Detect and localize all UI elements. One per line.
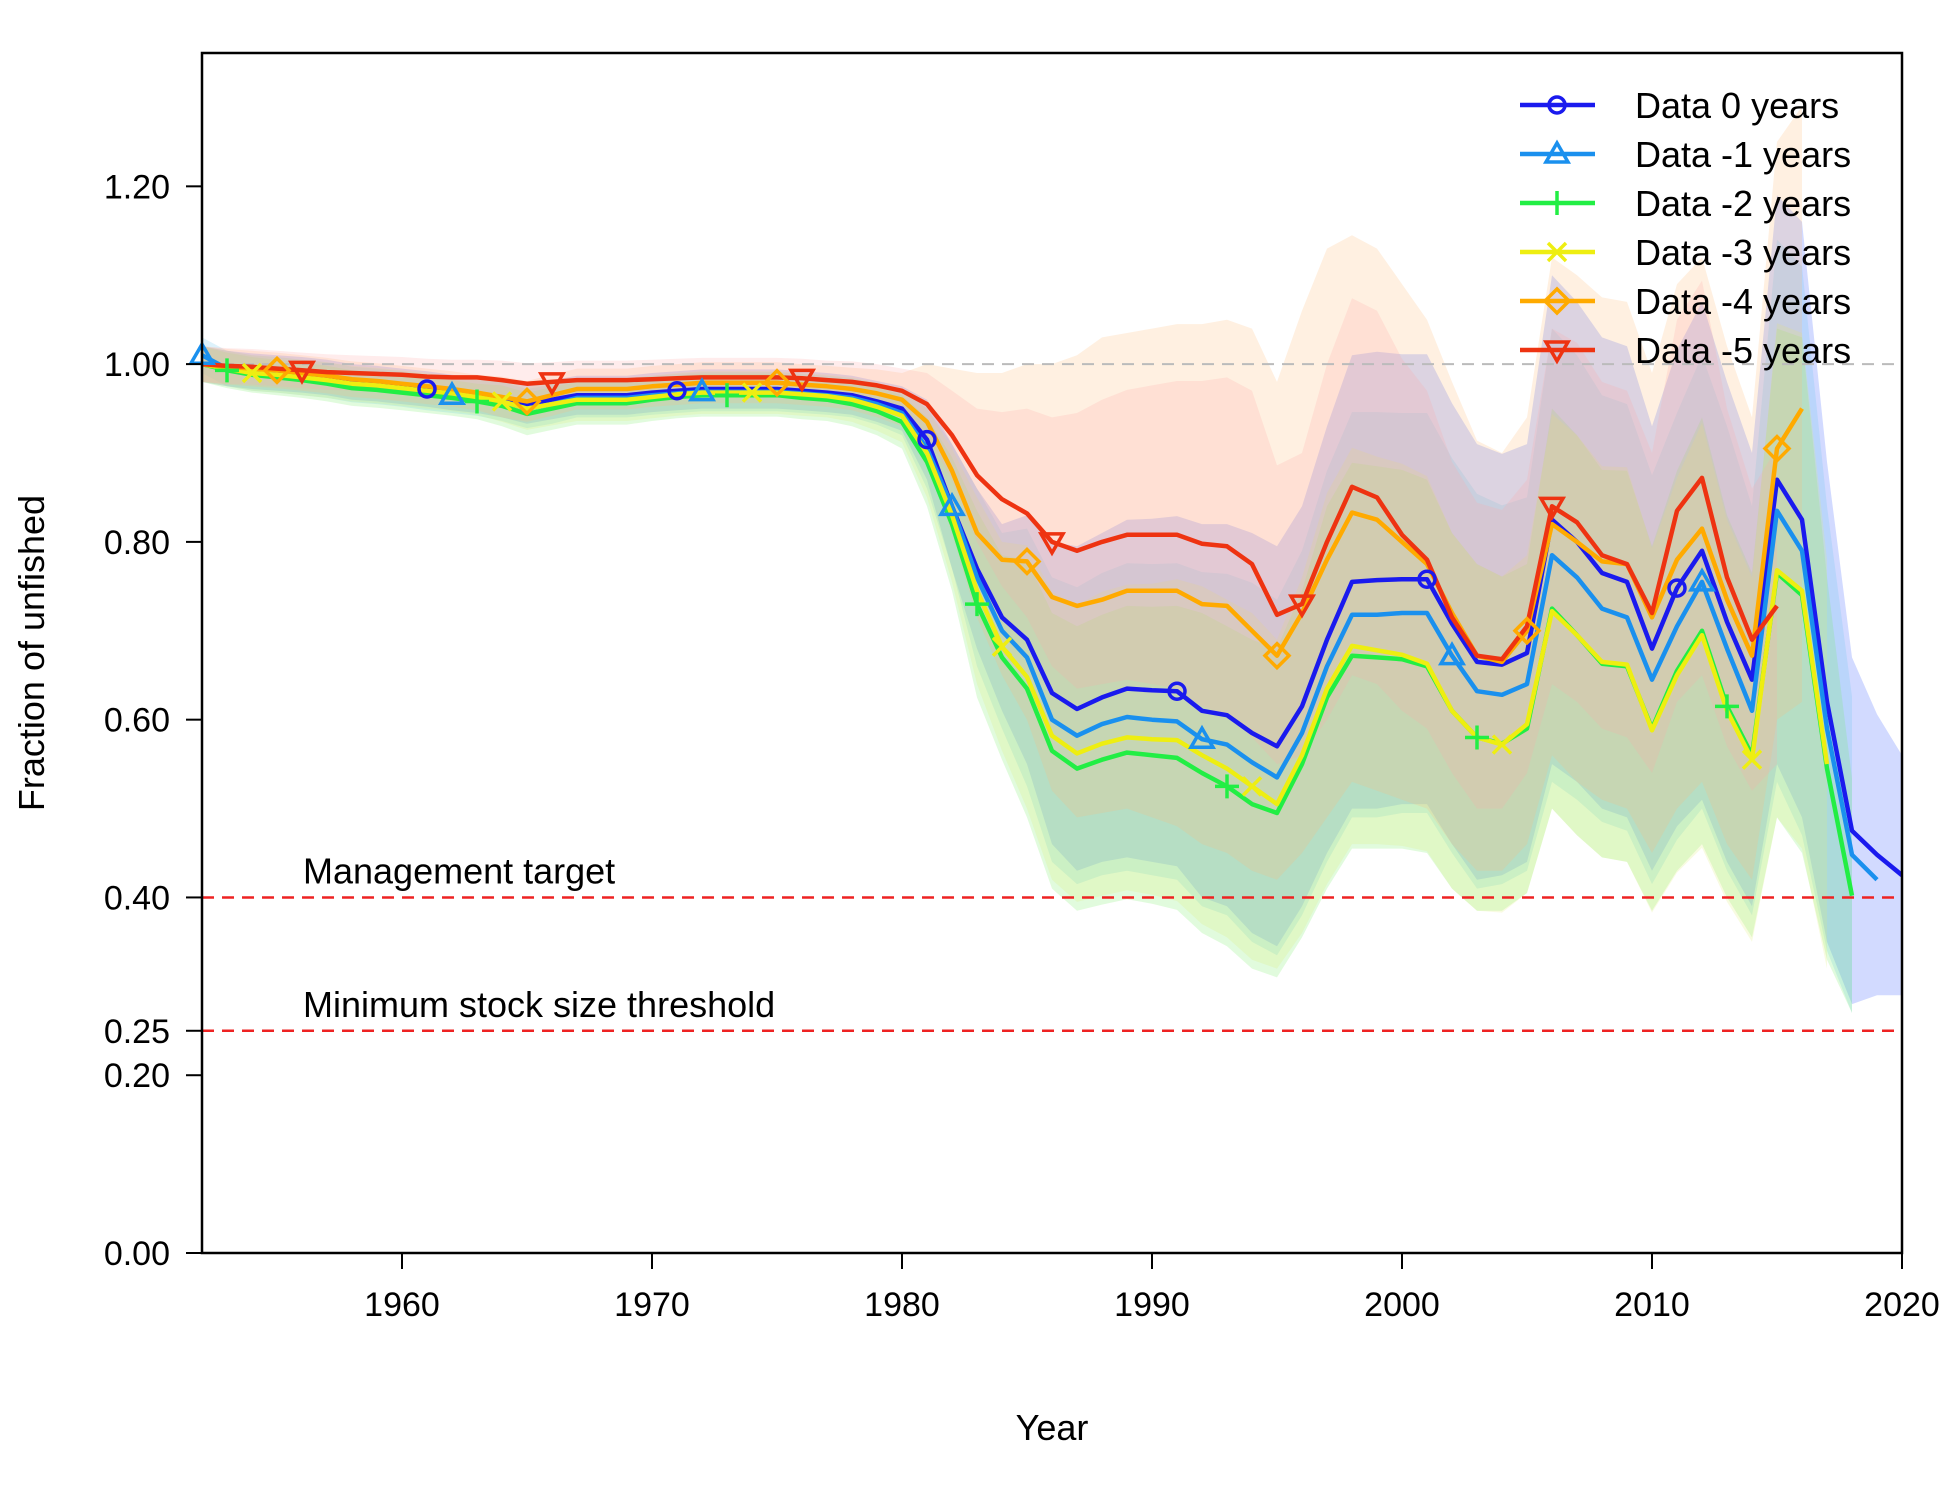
marker-series-2-1953 xyxy=(215,358,239,383)
marker-series-3-1984 xyxy=(991,636,1013,658)
marker-series-3-2014 xyxy=(1741,749,1763,770)
marker-series-3-1964 xyxy=(491,391,513,412)
marker-series-5-1996 xyxy=(1287,594,1317,619)
marker-series-5-2006 xyxy=(1537,496,1567,521)
legend-label-5: Data -5 years xyxy=(1635,330,1851,371)
marker-series-0-1981 xyxy=(917,429,937,450)
marker-series-4-1975 xyxy=(762,368,792,398)
legend-item-2: Data -2 years xyxy=(1520,183,1851,224)
marker-series-2-1993 xyxy=(1215,774,1239,799)
y-tick-label-0: 0.00 xyxy=(104,1235,170,1273)
marker-series-4-2015 xyxy=(1762,434,1792,464)
marker-series-1-1962 xyxy=(437,380,467,405)
legend-marker-5 xyxy=(1542,340,1572,365)
y-tick-label-1: 0.20 xyxy=(104,1057,170,1095)
marker-series-1-2002 xyxy=(1437,641,1467,666)
x-tick-label-1970: 1970 xyxy=(614,1286,690,1324)
y-axis: 0.00 0.20 0.25 0.40 0.60 0.80 1.00 1.20 xyxy=(104,168,202,1273)
legend-marker-4 xyxy=(1542,286,1572,316)
x-tick-label-2010: 2010 xyxy=(1614,1286,1690,1324)
marker-series-0-1961 xyxy=(417,379,437,399)
marker-series-1-2012 xyxy=(1687,567,1717,592)
legend: Data 0 years Data -1 years Data -2 years Da… xyxy=(1520,85,1851,371)
marker-series-4-1995 xyxy=(1262,641,1292,671)
marker-series-2-2013 xyxy=(1715,694,1739,719)
y-tick-label-6: 1.00 xyxy=(104,346,170,384)
legend-label-1: Data -1 years xyxy=(1635,134,1851,175)
marker-series-5-1986 xyxy=(1037,532,1067,557)
marker-series-3-1954 xyxy=(241,362,263,384)
marker-series-2-1973 xyxy=(715,383,739,408)
legend-label-3: Data -3 years xyxy=(1635,232,1851,273)
legend-marker-0 xyxy=(1547,95,1567,115)
band-series-1 xyxy=(202,239,1852,1013)
y-tick-label-5: 0.80 xyxy=(104,524,170,562)
marker-series-4-1965 xyxy=(512,386,542,416)
marker-series-5-1976 xyxy=(787,368,817,393)
marker-series-4-1985 xyxy=(1012,546,1042,576)
marker-series-0-2001 xyxy=(1417,569,1437,589)
reference-label-2: Minimum stock size threshold xyxy=(303,984,775,1025)
legend-item-5: Data -5 years xyxy=(1520,330,1851,371)
legend-item-4: Data -4 years xyxy=(1520,281,1851,322)
marker-series-0-1971 xyxy=(667,381,687,401)
legend-label-0: Data 0 years xyxy=(1635,85,1839,126)
marker-series-3-1994 xyxy=(1241,776,1263,797)
band-series-2 xyxy=(202,328,1852,1014)
marker-series-0-2011 xyxy=(1667,578,1687,598)
marker-series-2-1963 xyxy=(465,389,489,414)
line-series-5 xyxy=(202,361,1779,662)
marker-series-3-1974 xyxy=(741,382,763,403)
band-series-4 xyxy=(202,106,1802,880)
legend-label-4: Data -4 years xyxy=(1635,281,1851,322)
reference-label-1: Management target xyxy=(303,850,615,891)
marker-series-1-1992 xyxy=(1187,724,1217,749)
legend-marker-3 xyxy=(1546,241,1568,263)
marker-series-3-2004 xyxy=(1491,734,1513,755)
legend-marker-1 xyxy=(1542,139,1572,164)
legend-label-2: Data -2 years xyxy=(1635,183,1851,224)
legend-item-3: Data -3 years xyxy=(1520,232,1851,273)
marker-series-5-1956 xyxy=(287,360,317,385)
y-axis-title: Fraction of unfished xyxy=(11,495,52,811)
marker-series-4-1955 xyxy=(262,355,292,385)
reference-lines: Management target Minimum stock size thre… xyxy=(202,363,1902,1033)
legend-item-0: Data 0 years xyxy=(1520,85,1839,126)
marker-series-2-1983 xyxy=(965,592,989,617)
y-tick-label-7: 1.20 xyxy=(104,168,170,206)
marker-series-4-2005 xyxy=(1512,616,1542,646)
x-tick-label-1980: 1980 xyxy=(864,1286,940,1324)
marker-series-0-1991 xyxy=(1167,681,1187,701)
x-tick-label-2020: 2020 xyxy=(1864,1286,1940,1324)
x-tick-label-1990: 1990 xyxy=(1114,1286,1190,1324)
marker-series-2-2003 xyxy=(1465,725,1489,750)
y-tick-label-4: 0.60 xyxy=(104,702,170,740)
legend-item-1: Data -1 years xyxy=(1520,134,1851,175)
x-axis: 1960 1970 1980 1990 2000 2010 2020 xyxy=(202,1252,1940,1324)
x-axis-title: Year xyxy=(1016,1407,1089,1448)
x-tick-label-1960: 1960 xyxy=(364,1286,440,1324)
y-tick-label-3: 0.40 xyxy=(104,879,170,917)
marker-series-5-1966 xyxy=(537,372,567,397)
line-series-3 xyxy=(202,361,1830,807)
legend-marker-2 xyxy=(1545,191,1569,215)
x-tick-label-2000: 2000 xyxy=(1364,1286,1440,1324)
marker-series-1-1982 xyxy=(937,491,967,517)
series-markers xyxy=(187,340,1792,799)
y-tick-label-2: 0.25 xyxy=(104,1013,170,1051)
marker-series-1-1972 xyxy=(687,377,717,402)
